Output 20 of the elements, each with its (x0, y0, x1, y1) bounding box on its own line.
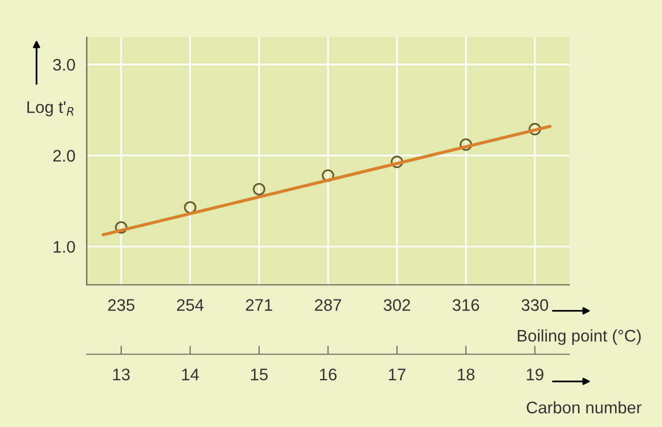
x2-tick-label: 13 (113, 368, 130, 380)
x2-tick-label: 19 (526, 368, 544, 380)
x2-axis-title: Carbon number (526, 401, 642, 414)
y-axis-title: Log t'$_{R}$ (27, 101, 74, 116)
y-tick-label: 3.0 (53, 58, 75, 71)
x-axis-title: Boiling point (°C) (518, 329, 641, 345)
x-tick-label: 330 (522, 299, 548, 311)
x2-tick-label: 17 (388, 368, 406, 380)
y-tick-label: 1.0 (54, 240, 75, 253)
x-tick-label: 235 (108, 299, 134, 311)
x2-tick-label: 16 (320, 368, 337, 380)
y-tick-label: 2.0 (53, 150, 75, 162)
x-tick-label: 254 (177, 299, 204, 311)
x-tick-label: 302 (384, 299, 410, 311)
x-tick-label: 271 (246, 299, 272, 311)
x2-tick-label: 14 (182, 368, 199, 380)
x-tick-label: 287 (314, 299, 342, 311)
x-tick-label: 316 (452, 299, 480, 311)
x2-tick-label: 18 (458, 368, 474, 380)
x2-tick-label: 15 (251, 368, 268, 380)
